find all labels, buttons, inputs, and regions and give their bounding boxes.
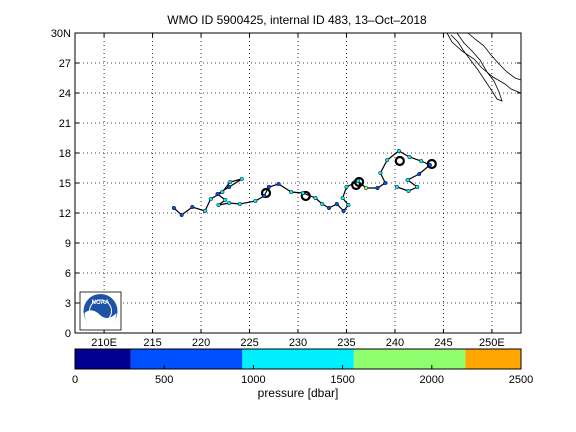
lat-tick-label: 24: [59, 88, 71, 100]
track-point: [375, 185, 380, 191]
colorbar-tick-label: 0: [72, 374, 78, 386]
track-point: [394, 184, 399, 190]
track-point: [223, 197, 228, 203]
track-point: [320, 201, 325, 207]
lon-tick-label: 230: [289, 337, 307, 349]
track-point: [346, 202, 351, 208]
lat-tick-label: 12: [59, 208, 71, 220]
map-title: WMO ID 5900425, internal ID 483, 13–Oct–…: [167, 13, 427, 27]
lat-tick-label: 15: [59, 178, 71, 190]
colorbar-tick-label: 500: [155, 374, 173, 386]
track-point: [202, 208, 207, 214]
noaa-logo: NOAA: [79, 291, 122, 331]
lon-tick-label: 215: [143, 337, 161, 349]
colorbar-tick-label: 1000: [241, 374, 265, 386]
lon-tick-label: 235: [337, 337, 355, 349]
track-point: [220, 189, 225, 195]
track-point: [266, 184, 271, 190]
lat-tick-label: 9: [65, 238, 71, 250]
track-loop: [300, 190, 311, 202]
track-point: [419, 158, 424, 164]
track-point: [171, 205, 176, 211]
coastline: [446, 32, 522, 102]
coastline-northern: [467, 32, 522, 81]
colorbar-ticks: 0 500 1000 1500 2000 2500: [72, 365, 533, 386]
lon-tick-label: 250E: [479, 337, 505, 349]
track-point: [405, 177, 410, 183]
colorbar-tick-label: 2000: [420, 374, 444, 386]
track-point: [228, 179, 233, 185]
colorbar-segment: [465, 349, 521, 369]
track-loop: [353, 176, 365, 188]
track-point: [383, 180, 388, 186]
track-point: [300, 190, 305, 196]
track-point: [427, 162, 432, 168]
track-point: [415, 184, 420, 190]
track-point: [340, 195, 345, 201]
colorbar-segment: [242, 349, 354, 369]
lon-tick-label: 220: [192, 337, 210, 349]
lat-tick-label: 30N: [51, 28, 71, 40]
noaa-logo-wave: [84, 310, 117, 329]
colorbar: 0 500 1000 1500 2000 2500 pressure [dbar]: [72, 348, 533, 400]
colorbar-tick-label: 1500: [330, 374, 354, 386]
track-point: [216, 202, 221, 208]
track-point: [341, 208, 346, 214]
colorbar-segments: [75, 349, 521, 369]
track-point: [363, 185, 368, 191]
lat-tick-label: 27: [59, 58, 71, 70]
lat-tick-label: 6: [65, 268, 71, 280]
track-point: [326, 205, 332, 211]
track-point: [385, 157, 390, 163]
lat-tick-label: 0: [65, 328, 71, 340]
track-point: [227, 200, 232, 206]
track-point: [289, 189, 294, 195]
colorbar-segment: [75, 349, 131, 369]
track-point: [396, 148, 401, 154]
track-point: [313, 195, 318, 201]
coastline-mainland: [446, 32, 522, 94]
track-point: [344, 184, 349, 190]
track-point: [179, 212, 184, 218]
track-point: [356, 178, 361, 184]
track-point: [334, 201, 339, 207]
lon-tick-label: 225: [240, 337, 258, 349]
float-track: [171, 148, 437, 218]
map-background: [75, 33, 521, 333]
track-point: [237, 201, 242, 207]
track-point: [378, 170, 383, 176]
colorbar-tick-label: 2500: [509, 374, 533, 386]
track-point: [208, 196, 213, 202]
colorbar-frame: [74, 348, 522, 370]
colorbar-segment: [130, 349, 243, 369]
lat-tick-label: 21: [59, 118, 71, 130]
track-point: [407, 154, 412, 160]
track-point: [190, 204, 195, 210]
noaa-logo-center: [89, 299, 112, 323]
colorbar-label: pressure [dbar]: [258, 386, 339, 400]
track-point: [239, 176, 244, 182]
lon-tick-label: 245: [434, 337, 452, 349]
lon-tick-label: 210E: [91, 337, 117, 349]
track-loop: [260, 187, 272, 199]
map-plot[interactable]: 0 3 6 9 12 15 18 21 24 27 30N 210E 215 220 225 230 235 24…: [51, 28, 522, 349]
track-loop: [394, 155, 405, 167]
track-point: [276, 181, 281, 187]
colorbar-segment: [353, 349, 466, 369]
coastline-peninsula: [450, 32, 503, 102]
track-point: [227, 184, 232, 190]
track-point: [417, 171, 422, 177]
track-point: [262, 193, 267, 199]
track-point: [215, 191, 220, 197]
lat-tick-label: 3: [65, 298, 71, 310]
track-point: [253, 198, 258, 204]
lat-tick-label: 18: [59, 148, 71, 160]
track-point: [406, 188, 411, 194]
track-loop: [426, 158, 437, 170]
noaa-logo-text: NOAA: [92, 300, 110, 306]
map-ticks: 0 3 6 9 12 15 18 21 24 27 30N 210E 215 220 225 230 235 24…: [51, 28, 521, 349]
lon-tick-label: 240: [386, 337, 404, 349]
